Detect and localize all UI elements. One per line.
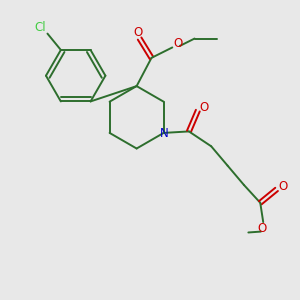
Text: O: O [257, 221, 266, 235]
Text: N: N [160, 127, 169, 140]
Text: O: O [199, 101, 208, 114]
Text: O: O [134, 26, 143, 39]
Text: Cl: Cl [34, 21, 46, 34]
Text: O: O [278, 180, 287, 193]
Text: O: O [173, 37, 182, 50]
